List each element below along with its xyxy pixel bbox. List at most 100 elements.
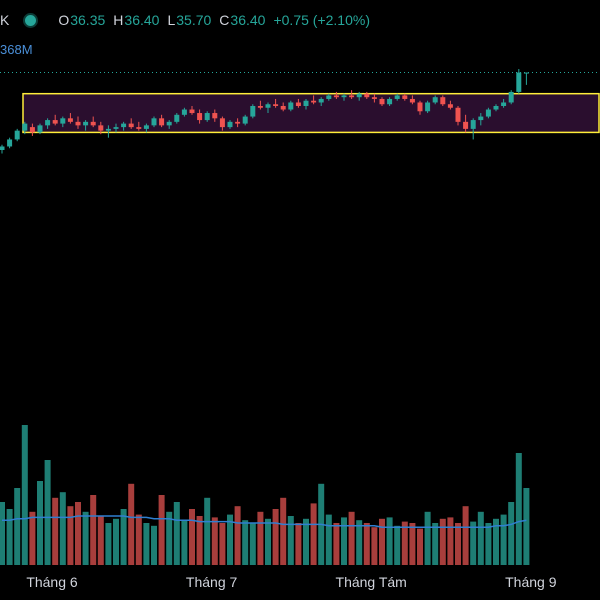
volume-bar bbox=[52, 497, 59, 565]
candle-body bbox=[318, 98, 324, 103]
candle bbox=[402, 93, 408, 101]
volume-bar bbox=[462, 506, 469, 565]
candle bbox=[29, 123, 35, 136]
open-value: 36.35 bbox=[70, 12, 106, 28]
candle-body bbox=[379, 98, 385, 105]
candle bbox=[280, 102, 286, 112]
volume-bar bbox=[189, 509, 195, 565]
candle-body bbox=[143, 125, 149, 129]
candle-body bbox=[0, 146, 5, 150]
candle bbox=[128, 118, 134, 129]
candle-body bbox=[7, 139, 13, 147]
range-box bbox=[22, 92, 600, 134]
candle-body bbox=[60, 118, 66, 124]
volume-bar bbox=[234, 506, 241, 565]
candle bbox=[181, 107, 187, 117]
candle-body bbox=[219, 118, 225, 128]
candle bbox=[143, 123, 149, 133]
candle-body bbox=[37, 125, 43, 133]
close-label: C bbox=[219, 12, 230, 28]
candle bbox=[273, 98, 279, 108]
candle-body bbox=[371, 97, 377, 99]
candle bbox=[463, 114, 469, 133]
candle bbox=[7, 137, 13, 149]
volume-bar bbox=[120, 509, 127, 565]
candle-body bbox=[341, 95, 347, 98]
candle bbox=[52, 114, 58, 126]
candle-body bbox=[364, 93, 370, 98]
candle bbox=[508, 90, 514, 105]
candle bbox=[341, 93, 347, 101]
candle bbox=[265, 102, 271, 114]
volume-bar bbox=[158, 495, 165, 565]
candle-body bbox=[98, 125, 104, 131]
candle bbox=[303, 98, 309, 110]
volume-bar bbox=[439, 518, 446, 565]
volume-bar bbox=[113, 518, 119, 565]
volume-tag: 368M bbox=[0, 42, 33, 57]
candle-body bbox=[447, 104, 453, 108]
candle bbox=[219, 116, 225, 131]
candle bbox=[174, 113, 180, 124]
candle bbox=[204, 111, 210, 122]
candle-body bbox=[212, 113, 218, 119]
x-tick-label: Tháng Tám bbox=[336, 574, 407, 590]
volume-bar bbox=[44, 460, 51, 565]
candle-body bbox=[83, 121, 89, 126]
candle-body bbox=[197, 113, 203, 121]
candle-body bbox=[432, 97, 438, 103]
candle bbox=[425, 100, 431, 114]
volume-bar bbox=[211, 517, 218, 565]
volume-bar bbox=[227, 514, 233, 565]
candle bbox=[455, 106, 461, 126]
volume-bar bbox=[151, 525, 157, 565]
volume-bar bbox=[432, 523, 439, 565]
volume-bar bbox=[97, 516, 104, 565]
candle bbox=[67, 113, 73, 124]
candle bbox=[90, 116, 96, 128]
volume-bar bbox=[477, 511, 484, 565]
candle-body bbox=[303, 100, 309, 106]
candle-body bbox=[235, 121, 241, 124]
volume-bar bbox=[287, 516, 294, 565]
volume-bar bbox=[14, 488, 21, 565]
candle bbox=[478, 113, 484, 126]
candle bbox=[379, 97, 385, 106]
candle-body bbox=[105, 128, 111, 131]
candle-body bbox=[136, 127, 142, 129]
x-tick-label: Tháng 9 bbox=[505, 574, 557, 590]
open-label: O bbox=[58, 12, 70, 28]
volume-bar bbox=[196, 516, 203, 565]
candle bbox=[356, 91, 362, 101]
candle bbox=[83, 120, 89, 131]
volume-bar bbox=[90, 495, 97, 565]
x-tick-label: Tháng 6 bbox=[26, 574, 78, 590]
candle-body bbox=[52, 120, 58, 124]
candle-body bbox=[516, 72, 522, 92]
candle-body bbox=[508, 91, 514, 103]
candle bbox=[197, 109, 203, 124]
candle-body bbox=[159, 118, 165, 126]
candle bbox=[212, 109, 218, 122]
volume-bar bbox=[82, 511, 89, 565]
candle bbox=[493, 104, 499, 112]
market-status-icon[interactable] bbox=[23, 12, 39, 28]
volume-bar bbox=[424, 511, 431, 565]
volume-bar bbox=[356, 520, 363, 565]
candle bbox=[440, 95, 446, 106]
candle-body bbox=[280, 106, 286, 110]
candle bbox=[250, 104, 256, 119]
volume-bar bbox=[249, 523, 256, 565]
volume-ma-line bbox=[2, 515, 527, 528]
volume-bar bbox=[409, 523, 416, 565]
candle-body bbox=[14, 130, 20, 140]
symbol-label: K bbox=[0, 12, 10, 28]
candle-body bbox=[242, 116, 248, 124]
candle-body bbox=[67, 118, 73, 122]
candle bbox=[242, 114, 248, 126]
volume-bar bbox=[303, 518, 309, 565]
volume-bar bbox=[379, 518, 385, 565]
candle-body bbox=[22, 123, 28, 131]
candle-body bbox=[75, 121, 81, 126]
